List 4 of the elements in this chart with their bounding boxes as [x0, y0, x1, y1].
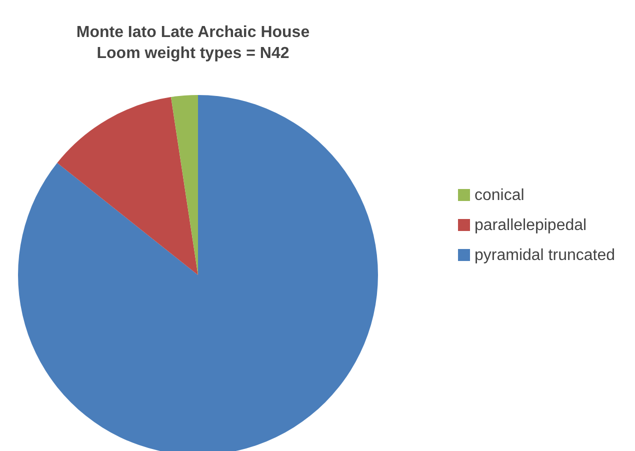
legend-label: pyramidal truncated	[474, 246, 615, 264]
legend-label: conical	[474, 186, 524, 204]
chart-title: Monte Iato Late Archaic House Loom weight types = N42	[75, 23, 311, 64]
legend-label: parallelepipedal	[474, 216, 587, 234]
